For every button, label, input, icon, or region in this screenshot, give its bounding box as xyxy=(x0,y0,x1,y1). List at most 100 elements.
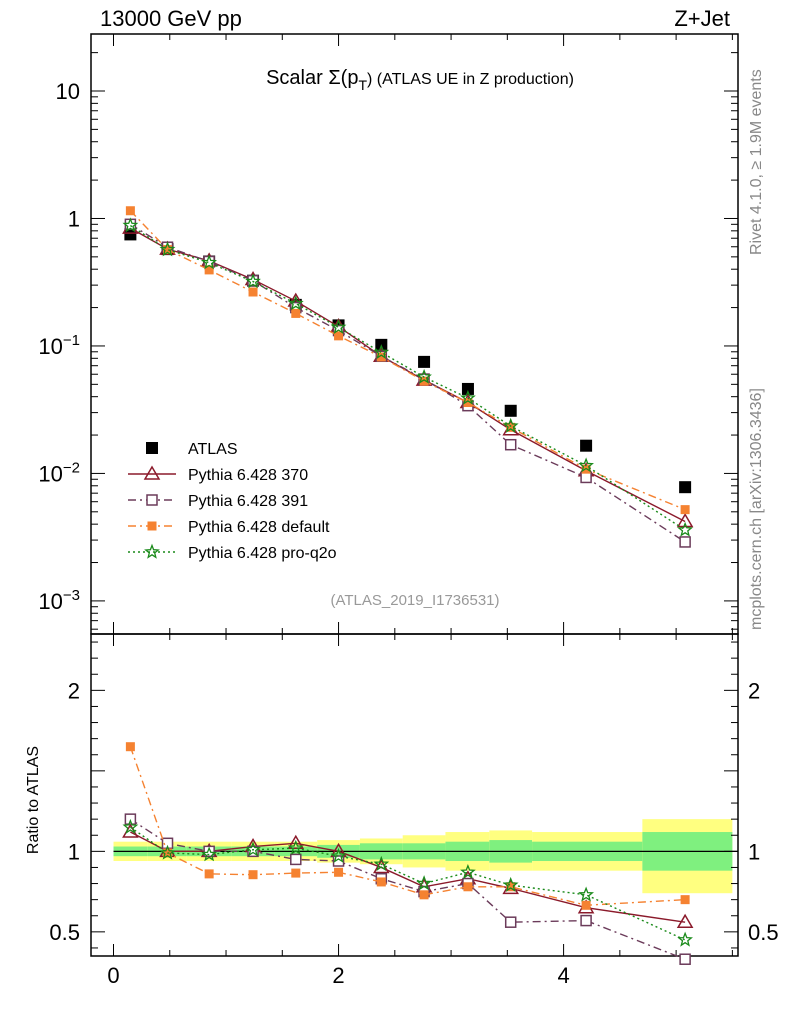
y-tick-label-exp: 10−1 xyxy=(38,332,80,359)
legend-label-pq2o: Pythia 6.428 pro-q2o xyxy=(188,545,337,562)
ratio-point-p391 xyxy=(504,916,517,928)
ratio-point-pdefault xyxy=(291,868,301,878)
ratio-point-pdefault xyxy=(463,882,473,892)
analysis-id: (ATLAS_2019_I1736531) xyxy=(330,592,499,609)
ratio-point-pq2o xyxy=(677,931,693,947)
data-point-pdefault xyxy=(204,265,214,275)
ratio-point-pdefault xyxy=(680,895,690,905)
y-tick-label-exp: 10−2 xyxy=(38,459,80,486)
ratio-point-pq2o xyxy=(416,875,432,891)
y-main-tick-labels: 10 1 10−1 10−2 10−3 xyxy=(38,79,80,614)
ratio-point-pdefault xyxy=(125,742,135,752)
title-suffix: ) (ATLAS UE in Z production) xyxy=(367,71,574,88)
mcplots-label: mcplots.cern.ch [arXiv:1306.3436] xyxy=(748,388,765,630)
ratio-point-pq2o xyxy=(330,847,347,863)
ratio-point-p391 xyxy=(580,914,592,927)
legend-marker-pq2o xyxy=(144,543,160,559)
ratio-point-pq2o xyxy=(245,841,261,857)
ratio-line-pq2o xyxy=(129,826,686,941)
y-ratio-tick-labels: 2 1 0.5 2 1 0.5 xyxy=(49,678,778,945)
ratio-point-p370 xyxy=(287,834,305,850)
ratio-line-p370 xyxy=(130,831,686,923)
ratio-point-pq2o xyxy=(122,818,139,834)
data-point-pq2o xyxy=(287,295,304,311)
data-point-pdefault xyxy=(680,505,690,515)
ratio-point-p391 xyxy=(247,845,259,858)
rivet-label: Rivet 4.1.0, ≥ 1.9M events xyxy=(748,69,765,255)
legend-label-p370: Pythia 6.428 370 xyxy=(188,467,308,484)
data-point-pdefault xyxy=(334,331,344,341)
ratio-point-pq2o xyxy=(373,855,390,871)
data-point-pq2o xyxy=(502,417,519,433)
data-point-atlas xyxy=(504,404,517,417)
ratio-plot-frame xyxy=(90,633,739,957)
header-left: 13000 GeV pp xyxy=(100,6,242,31)
y-ratio-tick-label: 0.5 xyxy=(49,920,80,945)
data-point-atlas xyxy=(461,382,474,395)
ratio-point-pq2o xyxy=(201,846,218,862)
header-right: Z+Jet xyxy=(674,6,730,31)
ratio-point-pq2o xyxy=(502,876,519,892)
data-point-pdefault xyxy=(248,287,258,297)
data-point-atlas xyxy=(418,355,431,368)
data-point-pq2o xyxy=(460,389,476,405)
ratio-point-pq2o xyxy=(287,839,304,855)
data-point-atlas xyxy=(124,228,137,241)
series-line-p370 xyxy=(130,227,686,523)
data-point-pdefault xyxy=(463,398,473,408)
ratio-line-pdefault xyxy=(129,746,686,906)
y-ratio-tick-label: 2 xyxy=(68,678,80,703)
plot-layer xyxy=(90,33,739,965)
data-point-pdefault xyxy=(506,422,516,432)
data-point-pq2o xyxy=(122,217,139,233)
series-line-pdefault xyxy=(129,210,686,511)
data-point-pdefault xyxy=(163,245,173,255)
legend-marker-p391 xyxy=(146,494,158,506)
ratio-ylabel: Ratio to ATLAS xyxy=(25,746,42,854)
ratio-point-pdefault xyxy=(334,867,344,877)
legend-marker-atlas xyxy=(146,442,158,454)
data-point-pq2o xyxy=(330,318,347,335)
legend-marker-pdefault xyxy=(147,521,157,531)
ratio-point-pq2o xyxy=(460,864,476,879)
data-point-atlas xyxy=(580,439,593,452)
y-ratio-tick-label: 1 xyxy=(68,839,80,864)
data-point-pq2o xyxy=(677,521,693,537)
legend-marker-p370 xyxy=(143,465,161,480)
ratio-line-p391 xyxy=(130,818,686,960)
chart-title: Scalar Σ(pT) (ATLAS UE in Z production) xyxy=(266,67,574,93)
ratio-point-p391 xyxy=(203,845,215,858)
y-tick-label: 10 xyxy=(56,79,80,104)
series-line-p391 xyxy=(130,223,686,543)
data-point-pq2o xyxy=(373,344,390,360)
ratio-point-pdefault xyxy=(376,877,386,887)
data-point-pdefault xyxy=(419,376,429,386)
ratio-point-pdefault xyxy=(419,890,429,900)
legend-label-atlas: ATLAS xyxy=(188,441,238,458)
data-point-pdefault xyxy=(291,308,301,318)
data-point-pdefault xyxy=(376,352,386,362)
y-tick-label: 1 xyxy=(68,206,80,231)
data-point-pq2o xyxy=(416,368,432,384)
data-point-p391 xyxy=(580,471,592,484)
data-point-atlas xyxy=(679,481,692,494)
title-prefix: Scalar xyxy=(266,67,328,89)
data-point-pq2o xyxy=(159,241,176,257)
main-plot-frame xyxy=(90,33,739,635)
data-point-pq2o xyxy=(245,273,261,289)
y-ratio-tick-label-right: 1 xyxy=(748,839,760,864)
y-tick-label-exp: 10−3 xyxy=(38,587,80,614)
ratio-point-p391 xyxy=(679,953,691,965)
ratio-point-pq2o xyxy=(578,886,595,902)
data-point-pq2o xyxy=(201,254,218,270)
data-point-pq2o xyxy=(578,457,594,473)
ratio-point-p391 xyxy=(332,855,345,867)
ratio-point-p391 xyxy=(161,837,174,850)
y-ratio-tick-label-right: 2 xyxy=(748,678,760,703)
ratio-point-p370 xyxy=(676,913,694,928)
data-point-p391 xyxy=(504,438,517,451)
ratio-point-pq2o xyxy=(159,844,176,860)
x-tick-labels: 0 2 4 xyxy=(107,963,569,988)
data-point-p370 xyxy=(676,512,694,528)
